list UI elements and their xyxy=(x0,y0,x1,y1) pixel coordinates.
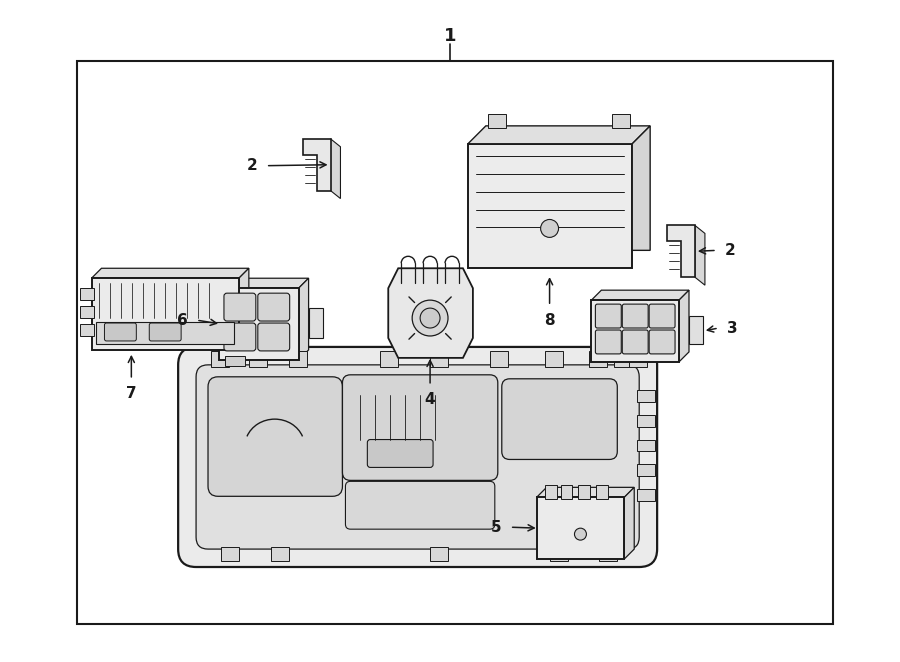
Circle shape xyxy=(420,308,440,328)
FancyBboxPatch shape xyxy=(196,365,639,549)
Bar xyxy=(612,114,630,128)
Bar xyxy=(79,306,94,318)
Bar xyxy=(637,414,655,426)
Polygon shape xyxy=(188,549,639,563)
Bar xyxy=(637,465,655,477)
Bar xyxy=(488,114,506,128)
Bar xyxy=(544,351,562,367)
Bar xyxy=(490,351,508,367)
Bar xyxy=(544,485,556,499)
FancyBboxPatch shape xyxy=(622,304,648,328)
Polygon shape xyxy=(468,126,650,144)
Bar xyxy=(561,485,572,499)
Text: 2: 2 xyxy=(248,158,257,173)
Text: 5: 5 xyxy=(491,520,502,535)
FancyBboxPatch shape xyxy=(622,330,648,354)
FancyBboxPatch shape xyxy=(346,481,495,529)
Bar xyxy=(637,489,655,501)
Bar xyxy=(219,288,299,360)
Polygon shape xyxy=(695,226,705,285)
Polygon shape xyxy=(679,290,689,362)
Text: 8: 8 xyxy=(544,312,555,328)
Bar xyxy=(597,485,608,499)
FancyBboxPatch shape xyxy=(149,323,181,341)
Polygon shape xyxy=(299,278,309,360)
Polygon shape xyxy=(536,487,634,497)
Bar xyxy=(79,288,94,300)
FancyBboxPatch shape xyxy=(343,375,498,481)
FancyBboxPatch shape xyxy=(257,323,290,351)
Bar xyxy=(689,316,703,344)
Text: 3: 3 xyxy=(727,320,737,336)
FancyBboxPatch shape xyxy=(649,330,675,354)
Polygon shape xyxy=(591,290,689,300)
FancyBboxPatch shape xyxy=(502,379,617,459)
Bar xyxy=(637,440,655,451)
Bar xyxy=(579,485,590,499)
Bar xyxy=(92,278,238,350)
Text: 4: 4 xyxy=(425,392,436,407)
Circle shape xyxy=(412,300,448,336)
Bar xyxy=(271,547,289,561)
Bar xyxy=(211,351,229,367)
Bar xyxy=(468,144,632,268)
Bar xyxy=(381,351,398,367)
FancyBboxPatch shape xyxy=(178,347,657,567)
Polygon shape xyxy=(219,278,309,288)
Bar xyxy=(221,547,239,561)
Polygon shape xyxy=(388,268,472,358)
Bar xyxy=(629,351,647,367)
FancyBboxPatch shape xyxy=(208,377,343,496)
FancyBboxPatch shape xyxy=(104,323,136,341)
Polygon shape xyxy=(625,487,634,559)
Bar xyxy=(76,61,833,624)
Circle shape xyxy=(574,528,587,540)
Polygon shape xyxy=(632,126,650,250)
Bar xyxy=(590,351,608,367)
FancyBboxPatch shape xyxy=(224,293,256,321)
Text: 6: 6 xyxy=(177,312,188,328)
FancyBboxPatch shape xyxy=(596,304,621,328)
Bar xyxy=(637,390,655,402)
Bar xyxy=(536,497,625,559)
Circle shape xyxy=(541,220,559,238)
Bar xyxy=(599,547,617,561)
Bar xyxy=(309,308,322,338)
Bar xyxy=(430,351,448,367)
Text: 2: 2 xyxy=(724,243,735,258)
Polygon shape xyxy=(92,268,248,278)
FancyBboxPatch shape xyxy=(257,293,290,321)
FancyBboxPatch shape xyxy=(224,323,256,351)
Bar xyxy=(550,547,568,561)
Text: 7: 7 xyxy=(126,386,137,401)
Bar xyxy=(591,300,679,362)
Bar xyxy=(225,356,245,366)
Polygon shape xyxy=(302,139,330,191)
Bar xyxy=(289,351,307,367)
Text: 1: 1 xyxy=(444,27,456,45)
Bar xyxy=(430,547,448,561)
FancyBboxPatch shape xyxy=(596,330,621,354)
Bar xyxy=(615,351,632,367)
FancyBboxPatch shape xyxy=(367,440,433,467)
Bar xyxy=(96,322,234,344)
Polygon shape xyxy=(238,268,248,350)
FancyBboxPatch shape xyxy=(649,304,675,328)
Polygon shape xyxy=(667,226,695,277)
Polygon shape xyxy=(330,139,340,199)
Bar xyxy=(79,324,94,336)
Bar xyxy=(248,351,266,367)
